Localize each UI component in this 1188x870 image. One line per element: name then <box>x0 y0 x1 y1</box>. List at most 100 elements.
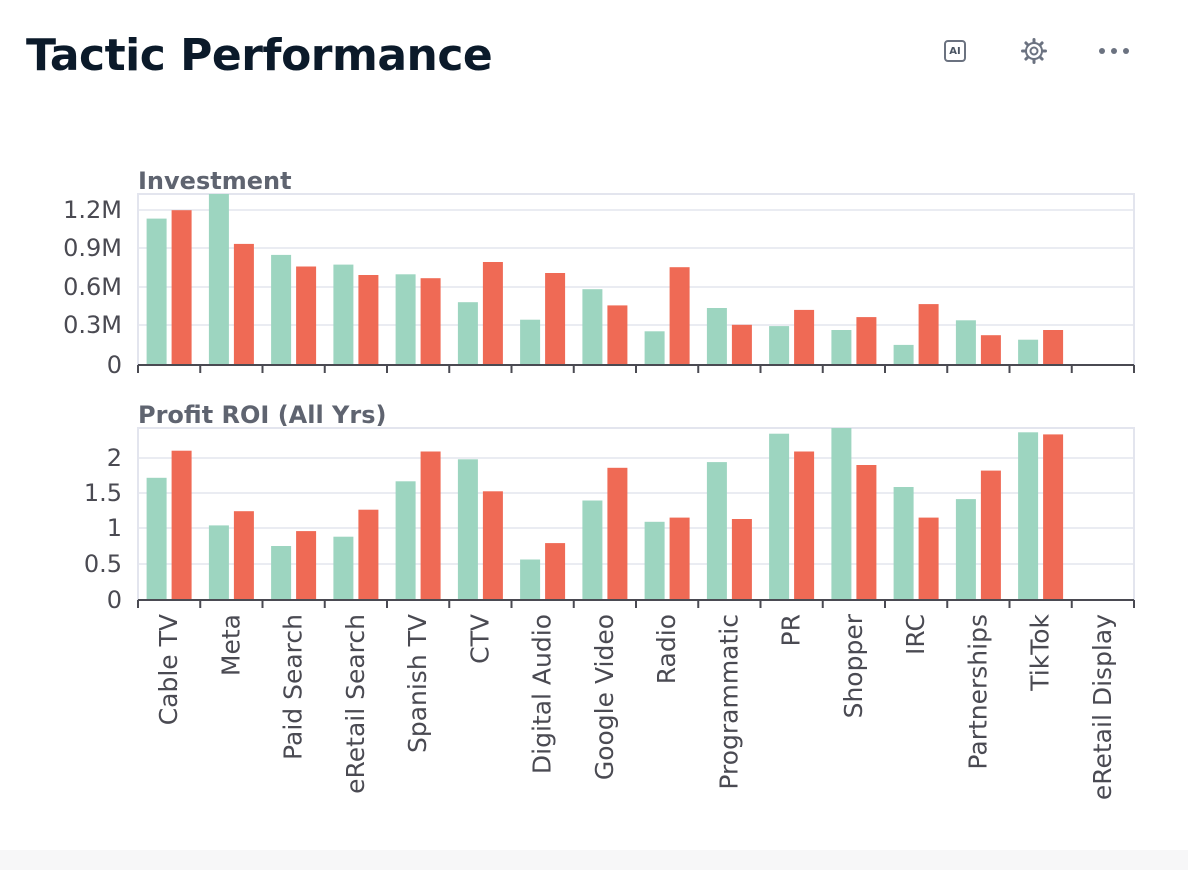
bar <box>856 465 877 600</box>
x-category-label: Google Video <box>590 614 619 780</box>
bar <box>644 521 665 600</box>
y-tick-label: 0 <box>107 351 122 379</box>
bar <box>769 326 790 365</box>
chart-title: Investment <box>138 167 292 195</box>
bar <box>955 499 976 600</box>
bar <box>395 274 416 365</box>
bar <box>607 305 628 365</box>
x-category-label: IRC <box>901 614 930 655</box>
bar <box>794 451 815 600</box>
bar <box>644 331 665 365</box>
y-tick-label: 0.3M <box>63 311 122 339</box>
bar <box>980 470 1001 600</box>
bar <box>980 335 1001 365</box>
y-tick-label: 1.5 <box>84 479 122 507</box>
bar <box>271 546 292 600</box>
y-tick-label: 0 <box>107 586 122 614</box>
x-category-label: Radio <box>652 614 681 684</box>
bar <box>706 308 727 365</box>
bar <box>171 450 192 600</box>
y-tick-label: 0.6M <box>63 273 122 301</box>
x-category-label: Spanish TV <box>403 614 432 753</box>
bar <box>955 320 976 365</box>
chart-panel-investment: Investment 0 0.3M 0.6M 0.9M 1.2M <box>63 167 1135 379</box>
bar <box>582 500 603 600</box>
bar <box>233 243 254 365</box>
x-category-label: Cable TV <box>154 614 183 725</box>
page-title: Tactic Performance <box>26 30 493 81</box>
x-category-label: Partnerships <box>963 614 992 770</box>
bar <box>831 428 852 600</box>
x-category-label: CTV <box>465 614 494 664</box>
bar <box>420 451 441 600</box>
x-category-label: Digital Audio <box>528 614 557 774</box>
bar <box>208 525 229 600</box>
bar <box>233 511 254 600</box>
bar <box>520 559 541 600</box>
bar <box>918 304 939 365</box>
bar <box>271 254 292 365</box>
bar <box>333 536 354 600</box>
x-category-label: Programmatic <box>714 614 743 790</box>
bar <box>582 289 603 365</box>
x-category-label: eRetail Display <box>1088 614 1117 800</box>
x-category-label: TikTok <box>1026 613 1055 691</box>
gear-icon <box>1021 38 1047 64</box>
bar <box>146 477 167 600</box>
card-toolbar: AI <box>930 34 1150 68</box>
bar <box>669 267 690 365</box>
bar <box>296 266 317 365</box>
y-tick-label: 0.9M <box>63 234 122 262</box>
chart-title: Profit ROI (All Yrs) <box>138 401 387 429</box>
chart-panel-profit-roi: Profit ROI (All Yrs) 0 0.5 1 1.5 2 <box>84 401 1135 614</box>
bar <box>607 467 628 600</box>
bar <box>893 487 914 600</box>
bar <box>457 302 478 365</box>
bar <box>457 459 478 600</box>
bar <box>1043 434 1064 600</box>
bar <box>420 278 441 365</box>
bar <box>358 509 379 600</box>
tactic-chart: Investment 0 0.3M 0.6M 0.9M 1.2M Profit ROI (A… <box>63 167 1135 800</box>
x-category-label: PR <box>777 614 806 646</box>
y-tick-label: 0.5 <box>84 550 122 578</box>
bar <box>171 210 192 365</box>
ai-button[interactable]: AI <box>938 34 972 68</box>
bar <box>545 273 566 365</box>
bar <box>482 262 503 365</box>
bar <box>669 517 690 600</box>
bar <box>831 330 852 365</box>
more-options-button[interactable] <box>1097 34 1131 68</box>
bar <box>794 309 815 365</box>
ai-icon: AI <box>944 40 966 62</box>
settings-button[interactable] <box>1017 34 1051 68</box>
bar <box>482 491 503 600</box>
bar <box>545 543 566 600</box>
bar <box>296 531 317 600</box>
bar <box>893 344 914 365</box>
bar <box>731 324 752 365</box>
bar <box>1018 339 1039 365</box>
y-tick-label: 2 <box>107 444 122 472</box>
bar <box>208 194 229 365</box>
x-category-label: eRetail Search <box>341 614 370 794</box>
x-category-label: Paid Search <box>279 614 308 760</box>
bar <box>333 264 354 365</box>
bar <box>769 433 790 600</box>
x-category-label: Meta <box>216 614 245 676</box>
bar <box>1043 330 1064 365</box>
bar <box>520 319 541 365</box>
tactic-performance-card: Tactic Performance AI <box>26 30 1150 801</box>
more-dots-icon <box>1099 48 1129 54</box>
y-tick-label: 1.2M <box>63 196 122 224</box>
bar <box>1018 432 1039 600</box>
bar <box>358 275 379 365</box>
bar <box>918 517 939 600</box>
bar <box>856 317 877 365</box>
bar <box>395 481 416 600</box>
bar <box>706 462 727 600</box>
x-category-label: Shopper <box>839 613 868 718</box>
y-tick-label: 1 <box>107 514 122 542</box>
bar <box>731 519 752 600</box>
bar <box>146 218 167 365</box>
